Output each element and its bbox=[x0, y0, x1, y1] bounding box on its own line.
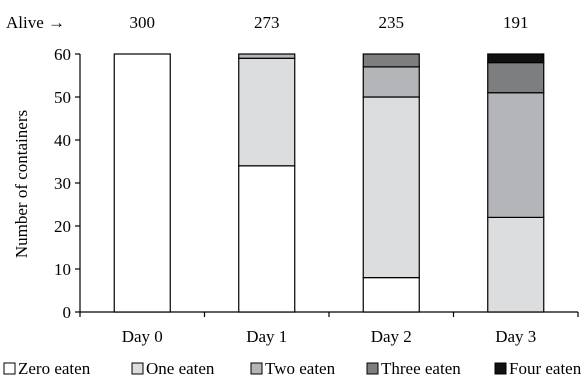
y-tick-label: 20 bbox=[54, 217, 71, 236]
legend: Zero eaten One eaten Two eaten Three eaten F… bbox=[3, 359, 582, 378]
bar-segment bbox=[362, 277, 420, 313]
bars-group bbox=[113, 53, 545, 313]
legend-label: One eaten bbox=[146, 359, 215, 378]
legend-swatch bbox=[3, 362, 16, 375]
bar-segment bbox=[238, 53, 296, 59]
y-axis: 0 10 20 30 40 50 60 bbox=[54, 45, 81, 322]
legend-label: Two eaten bbox=[265, 359, 336, 378]
bar-segment bbox=[238, 165, 296, 313]
x-tick-label: Day 3 bbox=[495, 327, 536, 346]
alive-count-label: 300 bbox=[130, 13, 156, 32]
legend-swatch bbox=[131, 362, 144, 375]
alive-count-label: 191 bbox=[503, 13, 529, 32]
y-tick-label: 60 bbox=[54, 45, 71, 64]
bar-segment bbox=[113, 53, 171, 313]
legend-label: Three eaten bbox=[381, 359, 461, 378]
x-axis: Day 0 Day 1 Day 2 Day 3 bbox=[79, 311, 579, 346]
bar-segment bbox=[487, 216, 545, 313]
legend-swatch bbox=[250, 362, 263, 375]
x-tick-label: Day 0 bbox=[122, 327, 163, 346]
x-tick-label: Day 2 bbox=[371, 327, 412, 346]
bar-segment bbox=[362, 53, 420, 68]
y-tick-label: 10 bbox=[54, 260, 71, 279]
alive-annotation-label: Alive → bbox=[6, 13, 65, 32]
alive-count-label: 273 bbox=[254, 13, 280, 32]
bar-segment bbox=[238, 57, 296, 167]
bar-segment bbox=[362, 96, 420, 279]
y-tick-label: 40 bbox=[54, 131, 71, 150]
legend-label: Zero eaten bbox=[18, 359, 91, 378]
legend-swatch bbox=[494, 362, 507, 375]
bar-segment bbox=[487, 61, 545, 94]
legend-label: Four eaten bbox=[509, 359, 582, 378]
bar-segment bbox=[487, 53, 545, 64]
y-tick-label: 50 bbox=[54, 88, 71, 107]
y-tick-label: 0 bbox=[63, 303, 72, 322]
bar-segment bbox=[362, 66, 420, 98]
alive-count-label: 235 bbox=[379, 13, 405, 32]
bar-segment bbox=[487, 92, 545, 218]
x-tick-label: Day 1 bbox=[246, 327, 287, 346]
y-tick-label: 30 bbox=[54, 174, 71, 193]
y-axis-title: Number of containers bbox=[12, 110, 31, 258]
legend-swatch bbox=[366, 362, 379, 375]
